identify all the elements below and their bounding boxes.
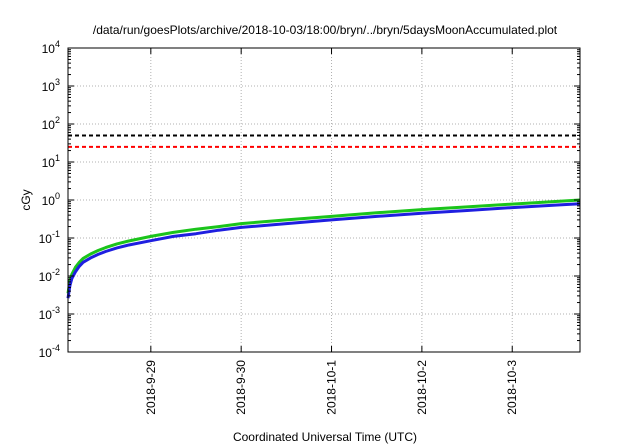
y-tick-label: 10-1 [39,229,60,246]
y-axis-label: cGy [19,189,33,210]
y-tick-label: 10-2 [39,267,60,284]
x-tick-label: 2018-10-2 [415,360,429,415]
y-tick-label: 10-4 [39,343,60,360]
x-tick-label: 2018-10-3 [505,360,519,415]
y-tick-label: 10-3 [39,305,60,322]
x-axis-label: Coordinated Universal Time (UTC) [233,430,417,444]
chart-title: /data/run/goesPlots/archive/2018-10-03/1… [93,23,558,37]
y-tick-label: 102 [42,115,60,132]
x-tick-label: 2018-10-1 [325,360,339,415]
y-tick-label: 104 [42,39,60,56]
series-lines [66,198,581,299]
x-axis: 2018-9-29 2018-9-30 2018-10-1 2018-10-2 2018… [144,48,519,415]
reference-lines [68,134,580,148]
grid [68,48,580,352]
y-axis: 10-4 10-3 10-2 10-1 100 101 102 103 104 [39,39,580,360]
y-tick-label: 101 [42,153,60,170]
y-tick-label: 103 [42,77,60,94]
series-line [66,198,581,294]
series-line [66,202,581,299]
x-tick-label: 2018-9-30 [234,360,248,415]
y-tick-label: 100 [42,191,60,208]
x-tick-label: 2018-9-29 [144,360,158,415]
